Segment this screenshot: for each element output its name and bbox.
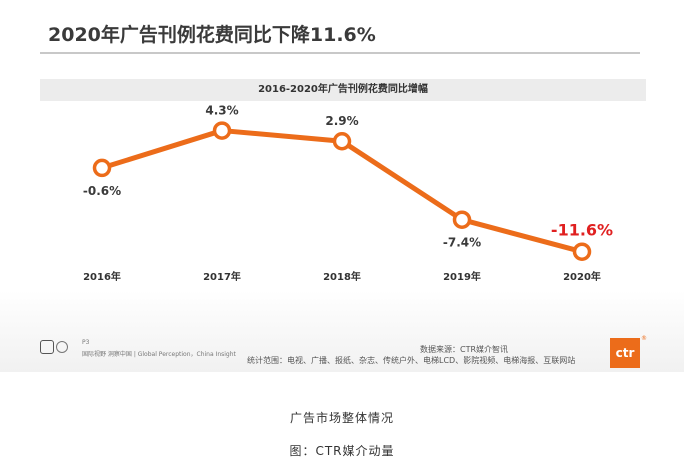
data-point-2017年	[212, 121, 232, 140]
x-tick-label: 2019年	[443, 270, 481, 283]
logo-square-icon	[40, 340, 54, 354]
slide-title: 2020年广告刊例花费同比下降11.6%	[48, 24, 376, 46]
caption-source: 图：CTR媒介动量	[289, 444, 395, 458]
logo-circle-icon	[56, 341, 68, 353]
footer-logo	[40, 338, 74, 356]
x-tick-label: 2016年	[83, 270, 121, 283]
ctr-logo: ctr	[610, 338, 640, 368]
slide: 2020年广告刊例花费同比下降11.6% 2016-2020年广告刊例花费同比增…	[0, 0, 684, 372]
x-tick-label: 2017年	[203, 270, 241, 283]
statistics-scope: 统计范围：电视、广播、报纸、杂志、传统户外、电梯LCD、影院视频、电梯海报、互联…	[247, 356, 576, 365]
chart-title: 2016-2020年广告刊例花费同比增幅	[40, 79, 646, 101]
value-label-2019年: -7.4%	[443, 236, 481, 250]
value-label-2016年: -0.6%	[83, 184, 121, 198]
footer-tagline: 国际视野 洞察中国 | Global Perception，China Insi…	[82, 351, 236, 358]
x-tick-label: 2018年	[323, 270, 361, 283]
registered-mark: ®	[641, 335, 647, 342]
data-point-2016年	[92, 158, 112, 178]
caption-title: 广告市场整体情况	[289, 411, 394, 425]
x-tick-label: 2020年	[563, 270, 601, 283]
value-label-2017年: 4.3%	[205, 104, 238, 118]
data-source: 数据来源：CTR媒介智讯	[420, 345, 509, 354]
title-divider	[40, 52, 640, 54]
line-chart: -0.6% 4.3% 2.9% -7.4% -11.6% 2016年 2017年 2018年…	[83, 104, 613, 283]
data-point-2020年	[572, 242, 592, 261]
data-point-2019年	[452, 210, 472, 229]
page-number: P3	[82, 339, 90, 346]
value-label-2020年: -11.6%	[551, 221, 613, 240]
data-point-2018年	[332, 131, 352, 151]
value-label-2018年: 2.9%	[325, 114, 358, 128]
